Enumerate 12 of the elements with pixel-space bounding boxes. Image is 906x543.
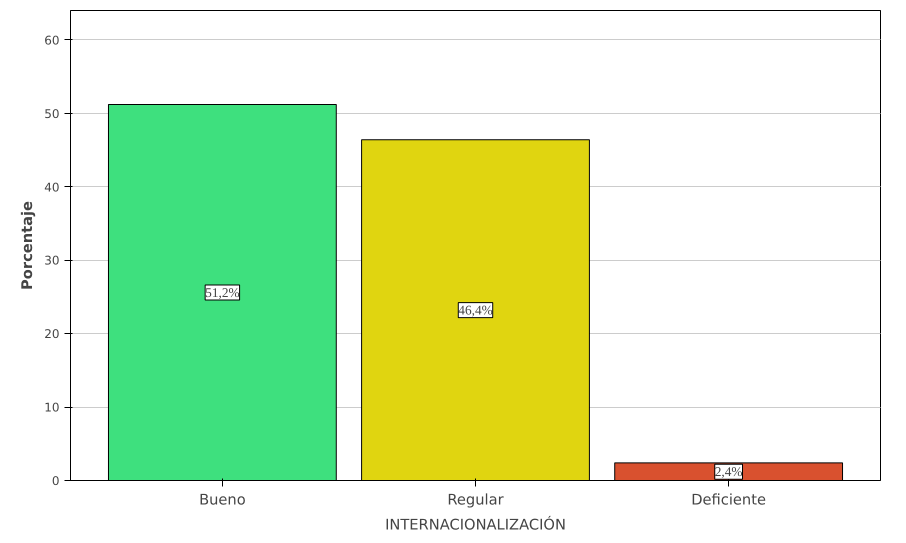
y-tick-label: 20 <box>44 327 60 342</box>
y-tick-label: 50 <box>44 106 60 121</box>
x-tick-label: Bueno <box>199 492 246 508</box>
y-axis-title: Porcentaje <box>19 200 36 290</box>
y-tick-label: 60 <box>44 33 60 48</box>
y-tick-label: 30 <box>44 254 60 268</box>
y-tick-label: 40 <box>44 180 60 194</box>
x-tick-label: Regular <box>447 492 505 508</box>
y-tick-label: 10 <box>44 400 60 415</box>
x-axis-title: INTERNACIONALIZACIÓN <box>385 516 566 534</box>
y-tick-label: 0 <box>52 474 60 488</box>
x-tick-label: Deficiente <box>691 492 766 508</box>
